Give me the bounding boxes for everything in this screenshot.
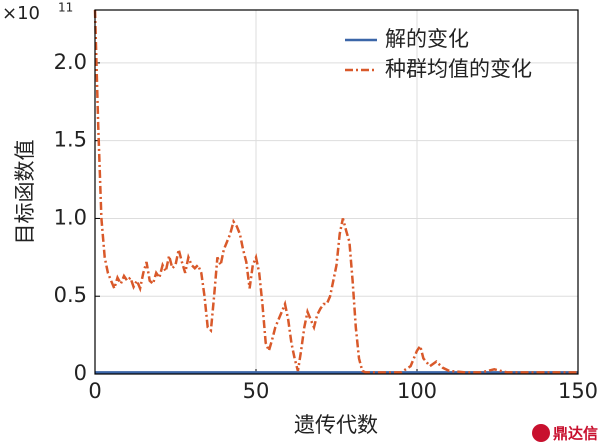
x-axis-label: 遗传代数	[294, 413, 378, 437]
legend-label: 种群均值的变化	[385, 57, 532, 81]
watermark-icon	[532, 424, 550, 442]
y-tick-label: 1.5	[54, 128, 87, 152]
plot-frame	[94, 9, 579, 375]
x-tick-label: 150	[558, 379, 598, 403]
watermark: 鼎达信	[553, 425, 598, 443]
y-offset-base: ×10	[2, 3, 40, 24]
y-tick-label: 0	[74, 361, 87, 385]
y-tick-label: 2.0	[54, 50, 87, 74]
legend-label: 解的变化	[385, 27, 469, 51]
y-axis-label: 目标函数值	[13, 140, 37, 245]
y-offset-exponent: 11	[58, 1, 73, 15]
x-tick-label: 50	[243, 379, 270, 403]
x-tick-label: 100	[397, 379, 437, 403]
y-tick-label: 0.5	[54, 283, 87, 307]
series-line	[93, 9, 578, 374]
y-tick-label: 1.0	[54, 205, 87, 229]
x-tick-label: 0	[88, 379, 101, 403]
